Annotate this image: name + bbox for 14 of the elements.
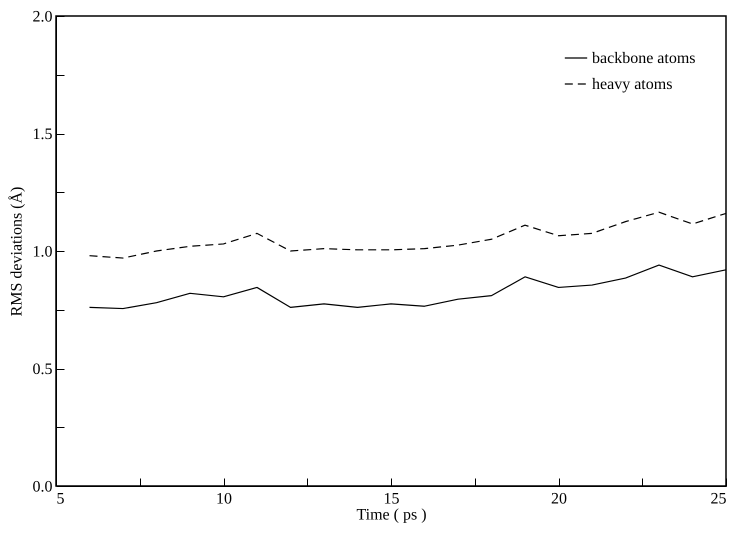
x-tick-label: 15 (384, 490, 400, 508)
y-axis-title: RMS deviations (Å) (8, 186, 26, 316)
y-tick-label: 1.0 (32, 244, 52, 260)
x-tick-label: 25 (710, 490, 726, 508)
legend-label: heavy atoms (592, 76, 672, 93)
y-tick-label: 2.0 (32, 8, 52, 26)
x-tick-label: 20 (551, 490, 567, 508)
x-axis-title: Time ( ps ) (356, 506, 427, 524)
x-tick-label: 10 (216, 490, 232, 508)
y-tick-label: 0.5 (32, 361, 52, 378)
legend-label: backbone atoms (592, 50, 696, 67)
x-tick-label: 5 (56, 490, 64, 508)
y-tick-label: 1.5 (32, 126, 52, 143)
y-tick-label: 0.0 (32, 478, 52, 496)
